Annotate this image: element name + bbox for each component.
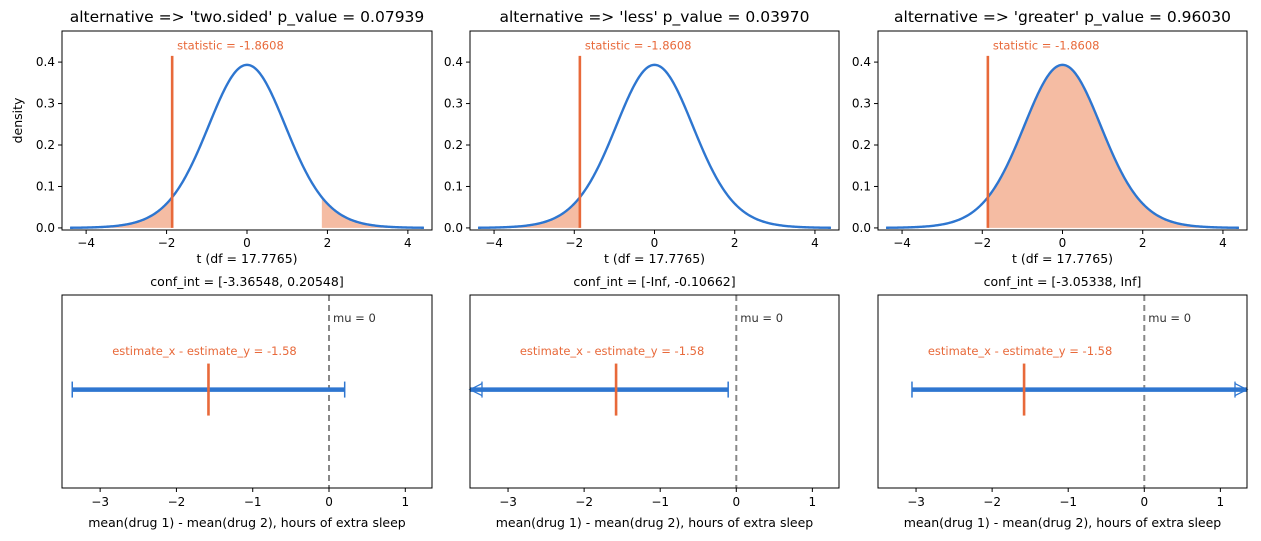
panel-6: mu = 0 estimate_x - estimate_y = -1.58 −3 −… xyxy=(877,274,1249,530)
x-tick-label: 1 xyxy=(1217,495,1225,509)
y-axis-label: density xyxy=(10,97,25,143)
x-tick-label: 4 xyxy=(404,236,412,250)
x-tick-label: 0 xyxy=(1140,495,1148,509)
mu-label: mu = 0 xyxy=(1148,311,1191,325)
x-tick-label: 2 xyxy=(324,236,332,250)
x-tick-label: 4 xyxy=(1219,236,1227,250)
x-tick-label: −2 xyxy=(983,495,1001,509)
x-axis-label: t (df = 17.7765) xyxy=(196,251,297,266)
y-tick-label: 0.2 xyxy=(444,138,463,152)
estimate-label: estimate_x - estimate_y = -1.58 xyxy=(520,344,704,358)
density-curve xyxy=(70,63,424,229)
y-tick-label: 0.2 xyxy=(36,138,55,152)
x-tick-label: 2 xyxy=(731,236,739,250)
x-tick-label: 0 xyxy=(1059,236,1067,250)
x-axis-label: mean(drug 1) - mean(drug 2), hours of ex… xyxy=(904,515,1222,530)
y-tick-label: 0.1 xyxy=(36,179,55,193)
y-tick-label: 0.3 xyxy=(444,97,463,111)
shaded-region-1 xyxy=(70,197,173,228)
x-tick-label: 1 xyxy=(401,495,409,509)
panel-4: mu = 0 estimate_x - estimate_y = -1.58 −3 −… xyxy=(61,274,433,530)
shaded-region-1 xyxy=(478,197,580,228)
x-axis-label: t (df = 17.7765) xyxy=(1012,251,1113,266)
density-curve xyxy=(477,63,832,229)
density-curve xyxy=(885,63,1240,229)
x-tick-label: −3 xyxy=(907,495,925,509)
chart-title: alternative => 'greater' p_value = 0.960… xyxy=(894,8,1231,27)
statistic-label: statistic = -1.8608 xyxy=(585,39,692,53)
x-tick-label: −2 xyxy=(168,495,186,509)
axes-frame xyxy=(61,30,433,231)
mu-label: mu = 0 xyxy=(740,311,783,325)
y-tick-label: 0.3 xyxy=(852,97,871,111)
estimate-label: estimate_x - estimate_y = -1.58 xyxy=(928,344,1112,358)
axes-frame xyxy=(469,294,840,489)
x-tick-label: −3 xyxy=(91,495,109,509)
x-tick-label: −4 xyxy=(485,236,503,250)
y-tick-label: 0.4 xyxy=(444,55,463,69)
x-tick-label: 1 xyxy=(809,495,817,509)
chart-title: alternative => 'two.sided' p_value = 0.0… xyxy=(70,8,425,27)
x-axis-label: mean(drug 1) - mean(drug 2), hours of ex… xyxy=(88,515,406,530)
estimate-label: estimate_x - estimate_y = -1.58 xyxy=(112,344,296,358)
x-tick-label: −2 xyxy=(575,495,593,509)
chart-title: conf_int = [-3.05338, Inf] xyxy=(984,274,1142,289)
panel-5: mu = 0 estimate_x - estimate_y = -1.58 −3 −… xyxy=(468,274,840,530)
x-tick-label: 0 xyxy=(651,236,659,250)
chart-title: alternative => 'less' p_value = 0.03970 xyxy=(499,8,809,27)
chart-title: conf_int = [-Inf, -0.10662] xyxy=(573,274,735,289)
x-axis-label: t (df = 17.7765) xyxy=(604,251,705,266)
x-tick-label: 2 xyxy=(1139,236,1147,250)
panel-1: statistic = -1.8608 −4 −2 0 2 4 0.0 0.1 0.2 0.3 0.… xyxy=(10,8,433,266)
chart-title: conf_int = [-3.36548, 0.20548] xyxy=(150,274,343,289)
panel-2: statistic = -1.8608 −4 −2 0 2 4 0.0 0.1 0.2 0.3 0.… xyxy=(444,8,840,266)
y-tick-label: 0.4 xyxy=(36,55,55,69)
y-tick-label: 0.3 xyxy=(36,97,55,111)
statistic-label: statistic = -1.8608 xyxy=(993,39,1100,53)
x-tick-label: −1 xyxy=(651,495,669,509)
x-tick-label: −2 xyxy=(158,236,176,250)
y-tick-label: 0.0 xyxy=(36,221,55,235)
x-axis-label: mean(drug 1) - mean(drug 2), hours of ex… xyxy=(496,515,814,530)
shaded-region-2 xyxy=(321,197,424,228)
x-tick-label: −3 xyxy=(499,495,517,509)
x-tick-label: 4 xyxy=(811,236,819,250)
x-tick-label: −1 xyxy=(244,495,262,509)
y-tick-label: 0.0 xyxy=(852,221,871,235)
axes-frame xyxy=(469,30,840,231)
x-tick-label: 0 xyxy=(243,236,251,250)
mu-label: mu = 0 xyxy=(333,311,376,325)
x-tick-label: −1 xyxy=(1059,495,1077,509)
shaded-region-1 xyxy=(987,64,1239,228)
statistic-label: statistic = -1.8608 xyxy=(177,39,284,53)
axes-frame xyxy=(61,294,433,489)
x-tick-label: −4 xyxy=(893,236,911,250)
y-tick-label: 0.1 xyxy=(852,179,871,193)
y-tick-label: 0.1 xyxy=(444,179,463,193)
panel-3: statistic = -1.8608 −4 −2 0 2 4 0.0 0.1 0.2 0.3 0.… xyxy=(852,8,1248,266)
y-tick-label: 0.4 xyxy=(852,55,871,69)
x-tick-label: −2 xyxy=(565,236,583,250)
x-tick-label: 0 xyxy=(732,495,740,509)
axes-frame xyxy=(877,294,1248,489)
y-tick-label: 0.0 xyxy=(444,221,463,235)
y-tick-label: 0.2 xyxy=(852,138,871,152)
panels: statistic = -1.8608 −4 −2 0 2 4 0.0 0.1 0.2 0.3 0.… xyxy=(10,8,1249,530)
x-tick-label: 0 xyxy=(325,495,333,509)
x-tick-label: −2 xyxy=(973,236,991,250)
x-tick-label: −4 xyxy=(77,236,95,250)
